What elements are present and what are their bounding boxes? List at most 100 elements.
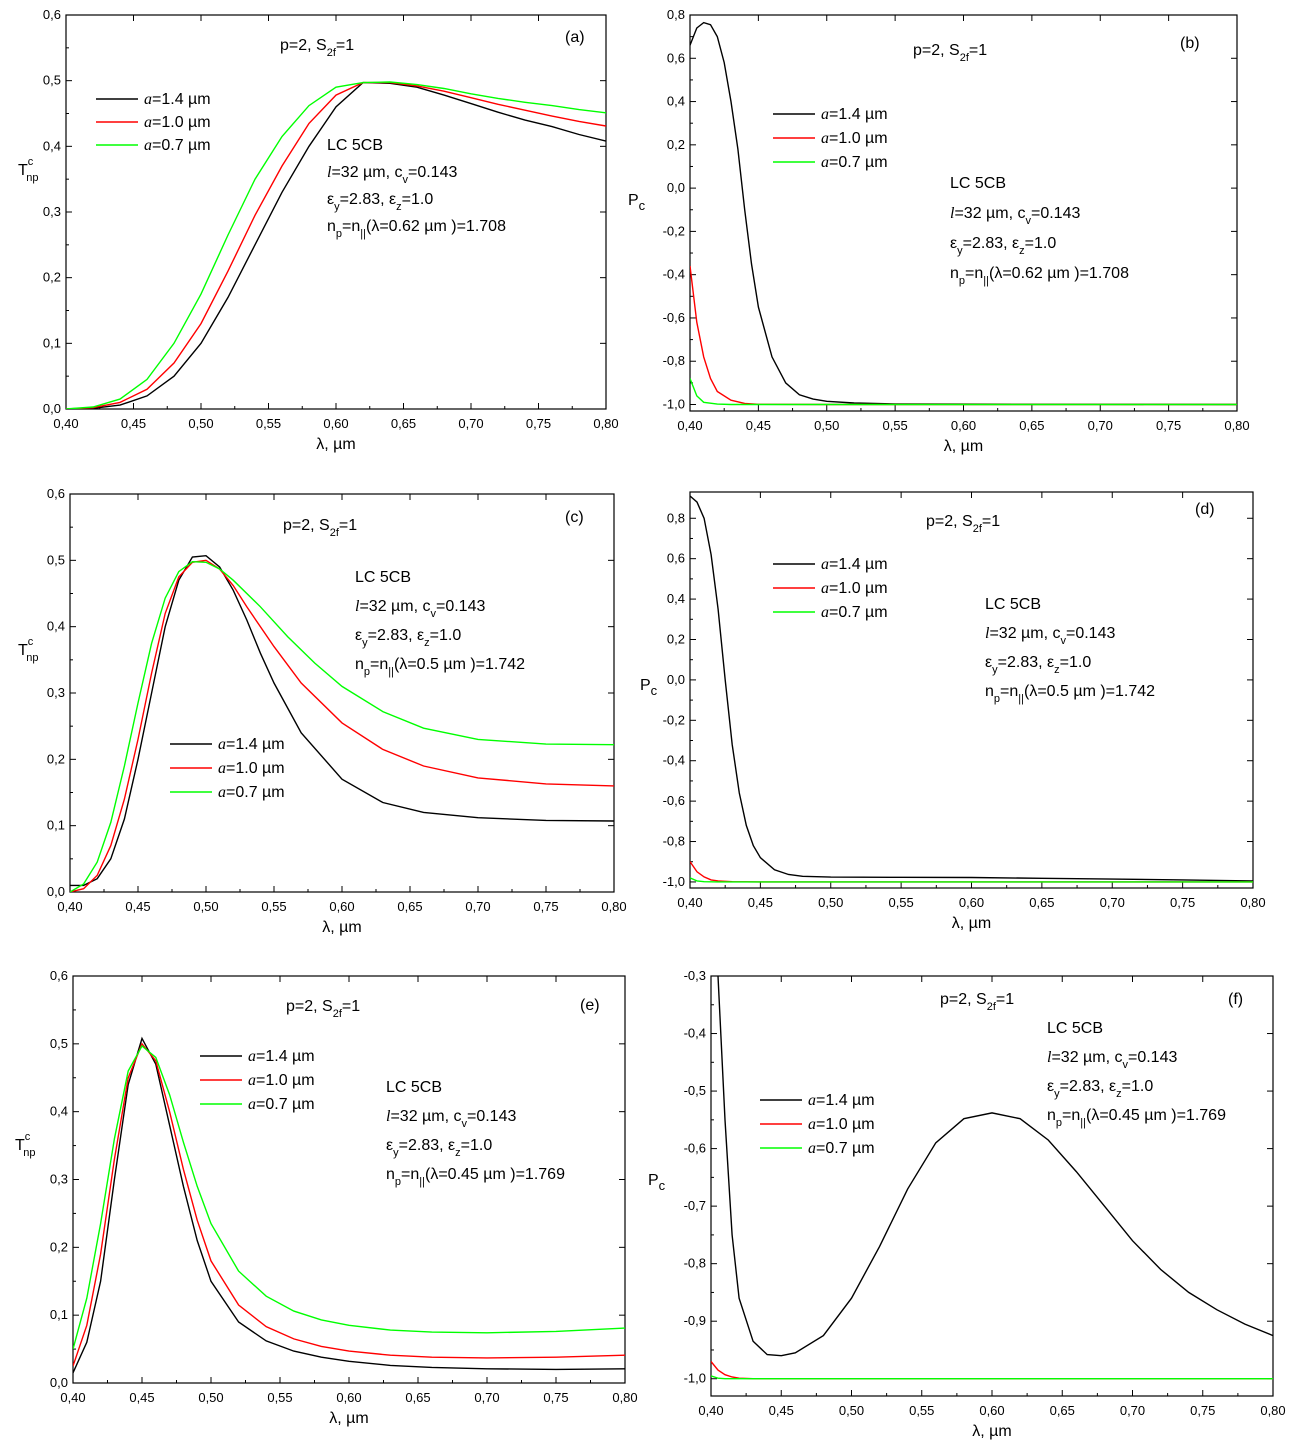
- x-tick-label: 0,70: [1100, 895, 1125, 910]
- y-tick-label: 0,0: [47, 884, 65, 899]
- y-tick-label: -0,6: [684, 1141, 706, 1156]
- annotation-line: LC 5CB: [327, 137, 383, 154]
- x-tick-label: 0,65: [405, 1390, 430, 1405]
- annotation-line: np=n||(λ=0.5 µm )=1.742: [355, 656, 525, 678]
- y-tick-label: -0,8: [684, 1256, 706, 1271]
- y-tick-label: 0,4: [50, 1104, 68, 1119]
- y-tick-label: -0,6: [663, 793, 685, 808]
- x-tick-label: 0,65: [391, 416, 416, 431]
- x-tick-label: 0,60: [323, 416, 348, 431]
- series-line-1: [70, 554, 614, 887]
- annotation-line: np=n||(λ=0.62 µm )=1.708: [327, 218, 506, 240]
- y-axis-label: Pc: [628, 192, 646, 213]
- x-tick-label: 0,55: [267, 1390, 292, 1405]
- x-tick-label: 0,55: [882, 418, 907, 433]
- x-tick-label: 0,55: [261, 899, 286, 914]
- series-line-1: [66, 81, 606, 409]
- annotation-line: εy=2.83, εz=1.0: [355, 627, 461, 649]
- x-tick-label: 0,55: [909, 1403, 934, 1418]
- x-axis-label: λ, µm: [316, 436, 355, 453]
- y-tick-label: 0,6: [50, 968, 68, 983]
- y-tick-label: 0,4: [47, 619, 65, 634]
- annotation-line: εy=2.83, εz=1.0: [950, 235, 1056, 257]
- x-tick-label: 0,65: [1019, 418, 1044, 433]
- x-tick-label: 0,50: [188, 416, 213, 431]
- x-tick-label: 0,40: [53, 416, 78, 431]
- annotation-line: εy=2.83, εz=1.0: [1047, 1078, 1153, 1100]
- legend-label: a=1.4 µm: [218, 736, 285, 753]
- annotation-line: l=32 µm, cv=0.143: [985, 625, 1115, 647]
- annotation-line: np=n||(λ=0.62 µm )=1.708: [950, 265, 1129, 287]
- y-axis-label: Pc: [640, 677, 658, 698]
- y-tick-label: 0,0: [667, 672, 685, 687]
- y-tick-label: -0,7: [684, 1198, 706, 1213]
- series-line-3: [711, 1375, 1273, 1380]
- x-axis-label: λ, µm: [952, 915, 991, 932]
- y-tick-label: 0,0: [667, 180, 685, 195]
- legend-label: a=0.7 µm: [218, 784, 285, 801]
- x-axis-label: λ, µm: [322, 919, 361, 936]
- series-line-1: [690, 495, 1253, 882]
- panel-header: p=2, S2f=1: [286, 998, 360, 1020]
- x-tick-label: 0,75: [1156, 418, 1181, 433]
- x-tick-label: 0,70: [1088, 418, 1113, 433]
- x-tick-label: 0,60: [336, 1390, 361, 1405]
- plot-frame: [689, 491, 1254, 889]
- annotation-line: l=32 µm, cv=0.143: [950, 205, 1080, 227]
- chart-panel-a: 0,40 0,45 0,50 0,55 0,60 0,65 0,70 0,75 0,80 0,0 0…: [18, 7, 619, 453]
- y-tick-label: 0,4: [43, 138, 61, 153]
- y-tick-label: 0,5: [43, 73, 61, 88]
- panel-letter: (d): [1195, 501, 1215, 518]
- annotation-line: l=32 µm, cv=0.143: [386, 1108, 516, 1130]
- annotation-line: εy=2.83, εz=1.0: [327, 191, 433, 213]
- x-tick-label: 0,40: [57, 899, 82, 914]
- x-tick-label: 0,40: [677, 418, 702, 433]
- legend-label: a=1.4 µm: [821, 106, 888, 123]
- x-axis-label: λ, µm: [944, 438, 983, 455]
- annotation-line: LC 5CB: [985, 596, 1041, 613]
- panel-letter: (e): [580, 997, 600, 1014]
- panel-header: p=2, S2f=1: [940, 991, 1014, 1013]
- legend-label: a=0.7 µm: [248, 1096, 315, 1113]
- panel-letter: (a): [565, 29, 585, 46]
- y-tick-label: 0,3: [50, 1172, 68, 1187]
- y-tick-label: -0,9: [684, 1313, 706, 1328]
- x-tick-label: 0,70: [1120, 1403, 1145, 1418]
- y-tick-label: 0,6: [667, 50, 685, 65]
- x-tick-label: 0,80: [593, 416, 618, 431]
- y-axis-label: Pc: [648, 1172, 666, 1193]
- y-tick-label: 0,3: [47, 685, 65, 700]
- y-tick-label: 0,5: [47, 552, 65, 567]
- y-tick-label: 0,8: [667, 510, 685, 525]
- y-tick-label: 0,1: [43, 335, 61, 350]
- legend-label: a=1.4 µm: [808, 1092, 875, 1109]
- y-tick-label: 0,0: [50, 1375, 68, 1390]
- x-axis-label: λ, µm: [972, 1423, 1011, 1440]
- x-tick-label: 0,65: [1050, 1403, 1075, 1418]
- chart-panel-f: 0,40 0,45 0,50 0,55 0,60 0,65 0,70 0,75 0,80 -1,0…: [648, 968, 1286, 1440]
- panel-letter: (f): [1228, 991, 1243, 1008]
- series-line-3: [690, 877, 1253, 883]
- y-tick-label: -0,8: [663, 353, 685, 368]
- x-tick-label: 0,40: [677, 895, 702, 910]
- plot-frame: [710, 975, 1274, 1397]
- x-tick-label: 0,60: [329, 899, 354, 914]
- legend-label: a=1.4 µm: [144, 91, 211, 108]
- x-axis-label: λ, µm: [329, 1410, 368, 1427]
- x-tick-label: 0,50: [818, 895, 843, 910]
- series-line-3: [690, 378, 1237, 406]
- y-tick-label: 0,4: [667, 591, 685, 606]
- legend-label: a=1.4 µm: [821, 556, 888, 573]
- x-tick-label: 0,80: [1260, 1403, 1285, 1418]
- series-line-2: [73, 1042, 625, 1367]
- annotation-line: LC 5CB: [1047, 1020, 1103, 1037]
- legend-label: a=0.7 µm: [144, 137, 211, 154]
- y-axis-label: Tc np: [18, 156, 39, 184]
- annotation-line: l=32 µm, cv=0.143: [1047, 1049, 1177, 1071]
- y-tick-label: 0,3: [43, 204, 61, 219]
- x-tick-label: 0,80: [601, 899, 626, 914]
- y-tick-label: -0,5: [684, 1083, 706, 1098]
- series-line-1: [73, 1036, 625, 1374]
- y-tick-label: 0,4: [667, 94, 685, 109]
- legend-label: a=1.0 µm: [821, 580, 888, 597]
